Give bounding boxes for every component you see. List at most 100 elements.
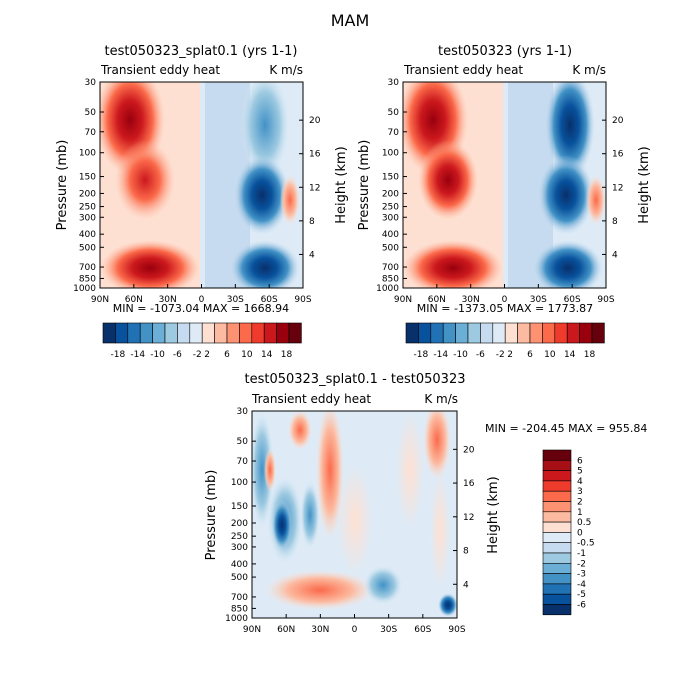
colorbar-label: 2 <box>204 350 210 360</box>
colorbar-swatch <box>418 322 432 344</box>
colorbar-swatch <box>492 322 506 344</box>
x-tick-label: 60N <box>428 295 446 305</box>
x-tick-label: 60S <box>414 625 431 635</box>
colorbar-swatch <box>529 322 543 344</box>
y-tick-label: 700 <box>382 263 399 273</box>
colorbar-label: -2 <box>577 559 586 569</box>
panel-3-title: test050323_splat0.1 - test050323 <box>244 372 465 387</box>
colorbar-swatch <box>214 322 228 344</box>
y-tick-label: 200 <box>382 189 399 199</box>
figure-title: MAM <box>331 11 370 30</box>
y-right-tick-label: 16 <box>612 150 624 160</box>
colorbar-swatch <box>405 322 419 344</box>
panel-3-stats: MIN = -204.45 MAX = 955.84 <box>485 422 647 435</box>
colorbar-swatch <box>467 322 481 344</box>
colorbar-label: -10 <box>453 350 468 360</box>
colorbar-label: 1 <box>577 508 583 518</box>
y-right-tick-label: 20 <box>612 116 624 126</box>
colorbar-label: -0.5 <box>577 539 595 549</box>
x-tick-label: 90S <box>294 295 311 305</box>
panel-1-ylabel-right: Height (km) <box>334 146 349 223</box>
colorbar-label: -3 <box>577 570 586 580</box>
colorbar-swatch <box>102 322 116 344</box>
y-tick-label: 400 <box>231 560 248 570</box>
x-tick-label: 90N <box>243 625 261 635</box>
y-tick-label: 700 <box>231 593 248 603</box>
panel-2-units: K m/s <box>572 63 606 77</box>
panel-2-ylabel-right: Height (km) <box>637 146 652 223</box>
x-tick-label: 0 <box>502 295 508 305</box>
y-tick-label: 70 <box>388 128 400 138</box>
y-tick-label: 30 <box>237 407 249 417</box>
colorbar-label: -5 <box>577 590 586 600</box>
y-tick-label: 300 <box>231 543 248 553</box>
panel-2: test050323 (yrs 1-1) Transient eddy heat… <box>357 44 652 315</box>
panel-3-ylabel-right: Height (km) <box>486 476 501 553</box>
y-tick-label: 850 <box>231 604 248 614</box>
y-tick-label: 70 <box>85 128 97 138</box>
colorbar-swatch <box>455 322 469 344</box>
colorbar-swatch <box>542 480 572 492</box>
colorbar-label: -14 <box>433 350 448 360</box>
panel-1-title: test050323_splat0.1 (yrs 1-1) <box>105 44 298 59</box>
panel-3-ylabel: Pressure (mb) <box>204 470 219 561</box>
y-tick-label: 50 <box>85 108 97 118</box>
colorbar-swatch <box>251 322 265 344</box>
y-tick-label: 250 <box>382 203 399 213</box>
panel-1-units: K m/s <box>269 63 303 77</box>
x-tick-label: 30N <box>311 625 329 635</box>
y-tick-label: 250 <box>231 532 248 542</box>
colorbar-label: 2 <box>577 498 583 508</box>
y-right-tick-label: 8 <box>309 217 315 227</box>
y-tick-label: 30 <box>85 78 97 88</box>
colorbar-swatch <box>139 322 153 344</box>
colorbar-swatch <box>276 322 290 344</box>
colorbar-label: 10 <box>544 350 556 360</box>
colorbar-swatch <box>288 322 302 344</box>
panel-3-field <box>252 411 457 618</box>
y-tick-label: 300 <box>79 213 96 223</box>
colorbar-swatch <box>542 459 572 471</box>
x-tick-label: 0 <box>199 295 205 305</box>
x-tick-label: 90S <box>448 625 465 635</box>
y-right-tick-label: 4 <box>309 250 315 260</box>
panel-1: test050323_splat0.1 (yrs 1-1) Transient … <box>55 44 349 315</box>
x-tick-label: 90N <box>91 295 109 305</box>
colorbar-label: -6 <box>476 350 485 360</box>
colorbar-label: -18 <box>414 350 429 360</box>
y-tick-label: 30 <box>388 78 400 88</box>
colorbar-swatch <box>554 322 568 344</box>
panel-2-ylabel: Pressure (mb) <box>357 140 372 231</box>
y-tick-label: 150 <box>231 502 248 512</box>
x-tick-label: 60S <box>564 295 581 305</box>
panel-2-field <box>403 82 606 288</box>
colorbar-label: -4 <box>577 580 586 590</box>
colorbar-swatch <box>542 552 572 564</box>
y-tick-label: 500 <box>382 243 399 253</box>
panel-3-variable: Transient eddy heat <box>251 392 371 406</box>
panel-1-stats: MIN = -1073.04 MAX = 1668.94 <box>113 302 289 315</box>
y-tick-label: 700 <box>79 263 96 273</box>
colorbar-swatch <box>226 322 240 344</box>
y-tick-label: 100 <box>79 149 96 159</box>
colorbar-swatch <box>177 322 191 344</box>
y-tick-label: 150 <box>382 173 399 183</box>
y-right-tick-label: 20 <box>309 116 321 126</box>
y-right-tick-label: 12 <box>309 183 320 193</box>
y-tick-label: 1000 <box>225 614 248 624</box>
x-tick-label: 60S <box>261 295 278 305</box>
y-right-tick-label: 12 <box>463 513 474 523</box>
y-tick-label: 100 <box>231 478 248 488</box>
colorbar-label: 6 <box>577 456 583 466</box>
colorbar-label: -6 <box>173 350 182 360</box>
x-tick-label: 90S <box>597 295 614 305</box>
y-tick-label: 200 <box>231 519 248 529</box>
colorbar-swatch <box>542 322 556 344</box>
colorbar-swatch <box>504 322 518 344</box>
x-tick-label: 90N <box>394 295 412 305</box>
colorbar-swatch <box>517 322 531 344</box>
y-tick-label: 500 <box>79 243 96 253</box>
y-right-tick-label: 20 <box>463 445 475 455</box>
panel-3-units: K m/s <box>424 392 458 406</box>
